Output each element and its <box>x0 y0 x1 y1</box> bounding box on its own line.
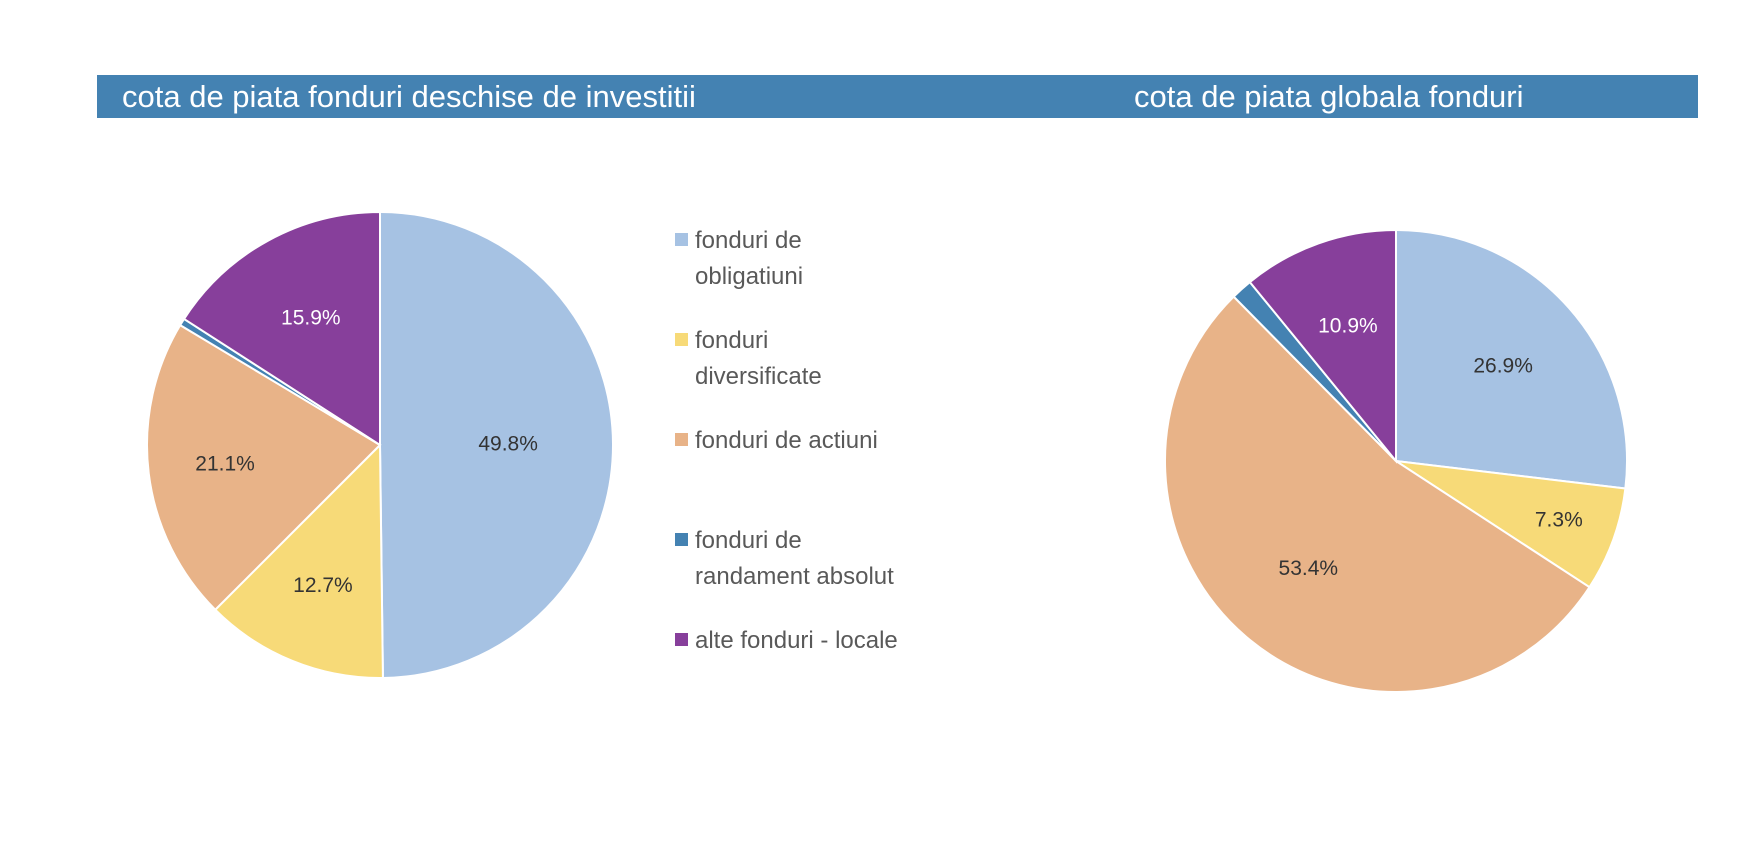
data-label-alte-fonduri: 15.9% <box>281 307 341 330</box>
legend-swatch <box>675 433 688 446</box>
legend-label: fonduri de actiuni <box>695 427 878 454</box>
data-label-diversificate: 7.3% <box>1535 509 1583 532</box>
legend-label: alte fonduri - locale <box>695 627 898 654</box>
pie-chart-left: 49.8% 12.7% 21.1% 15.9% <box>146 210 615 679</box>
data-label-diversificate: 12.7% <box>293 574 353 597</box>
pie-slice-alte-fonduri <box>182 210 381 447</box>
pie-slice-obligatiuni <box>379 210 615 679</box>
legend-swatch <box>675 533 688 546</box>
pie-chart-right: 26.9% 7.3% 53.4% 10.9% <box>1164 228 1628 693</box>
title-bar: cota de piata fonduri deschise de invest… <box>97 75 1698 118</box>
data-label-obligatiuni: 49.8% <box>478 433 538 456</box>
pie-slice-actiuni <box>1164 295 1591 693</box>
data-label-actiuni: 53.4% <box>1279 557 1339 580</box>
legend-label: fonduri diversificate <box>695 327 822 390</box>
legend-label: fonduri de obligatiuni <box>695 227 804 290</box>
legend-swatch <box>675 633 688 646</box>
pie-slice-alte-fonduri <box>1248 228 1397 464</box>
chart-title-right: cota de piata globala fonduri <box>1134 79 1524 114</box>
pie-slice-obligatiuni <box>1395 228 1628 490</box>
legend-swatch <box>675 333 688 346</box>
data-label-alte-fonduri: 10.9% <box>1318 315 1378 338</box>
data-label-obligatiuni: 26.9% <box>1473 354 1533 377</box>
pie-slice-diversificate <box>213 442 384 679</box>
chart-title-left: cota de piata fonduri deschise de invest… <box>122 79 696 114</box>
data-label-actiuni: 21.1% <box>195 453 255 476</box>
legend-swatch <box>675 233 688 246</box>
pie-slice-diversificate <box>1395 460 1627 589</box>
legend-label: fonduri de randament absolut <box>695 527 894 590</box>
pie-slice-actiuni <box>146 323 382 612</box>
